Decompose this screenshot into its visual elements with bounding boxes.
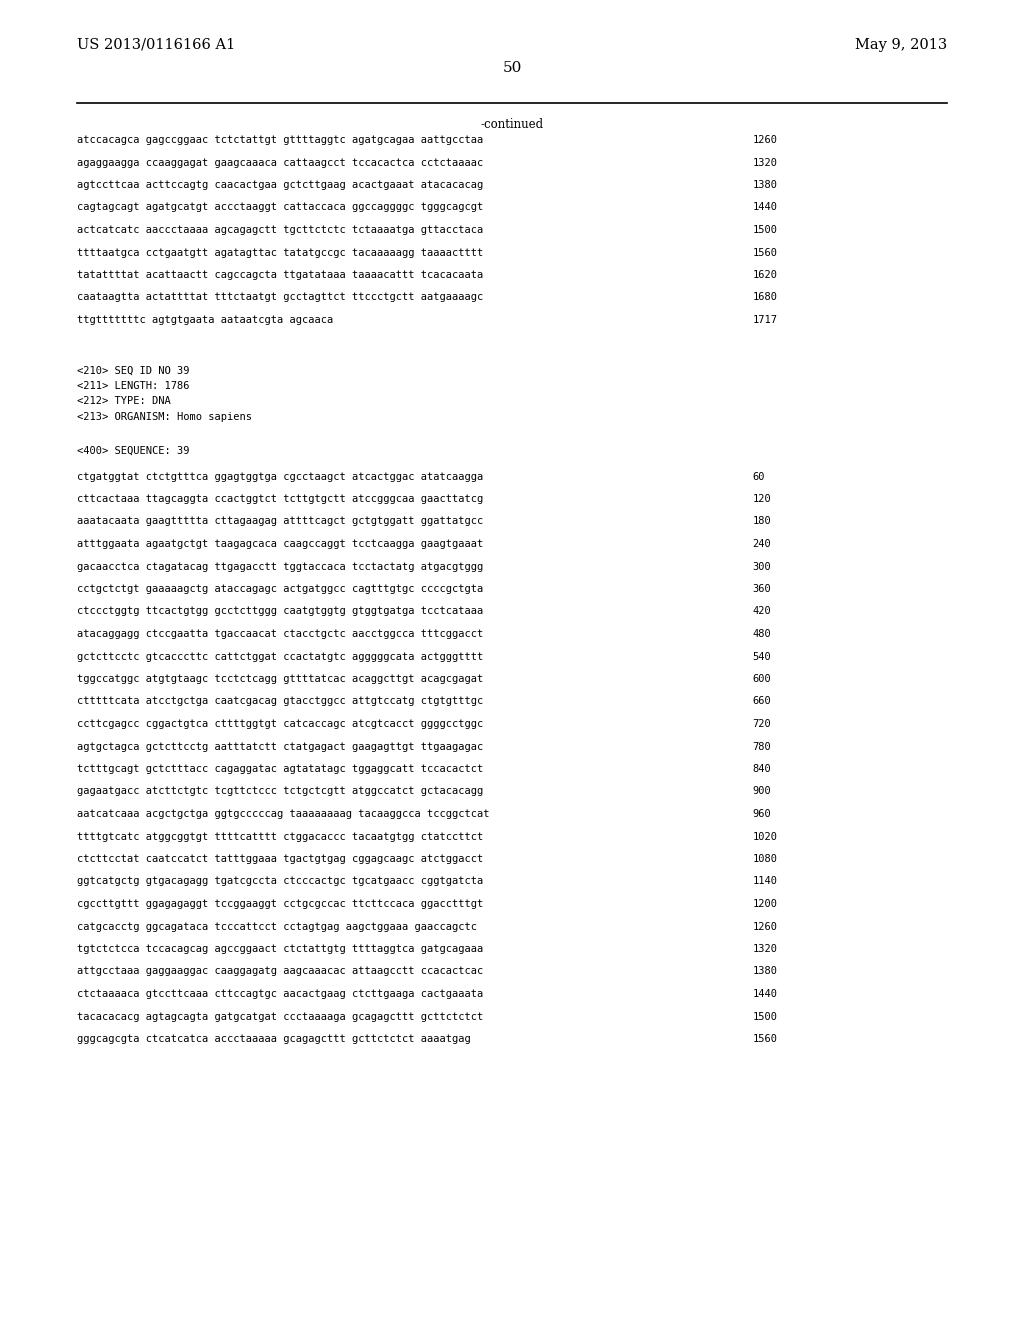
Text: actcatcatc aaccctaaaa agcagagctt tgcttctctc tctaaaatga gttacctaca: actcatcatc aaccctaaaa agcagagctt tgcttct… <box>77 224 483 235</box>
Text: ttttaatgca cctgaatgtt agatagttac tatatgccgc tacaaaaagg taaaactttt: ttttaatgca cctgaatgtt agatagttac tatatgc… <box>77 248 483 257</box>
Text: cgccttgttt ggagagaggt tccggaaggt cctgcgccac ttcttccaca ggacctttgt: cgccttgttt ggagagaggt tccggaaggt cctgcgc… <box>77 899 483 909</box>
Text: 1260: 1260 <box>753 135 777 145</box>
Text: 1560: 1560 <box>753 1034 777 1044</box>
Text: 50: 50 <box>503 61 521 75</box>
Text: ctttttcata atcctgctga caatcgacag gtacctggcc attgtccatg ctgtgtttgc: ctttttcata atcctgctga caatcgacag gtacctg… <box>77 697 483 706</box>
Text: <212> TYPE: DNA: <212> TYPE: DNA <box>77 396 171 407</box>
Text: 1380: 1380 <box>753 180 777 190</box>
Text: gagaatgacc atcttctgtc tcgttctccc tctgctcgtt atggccatct gctacacagg: gagaatgacc atcttctgtc tcgttctccc tctgctc… <box>77 787 483 796</box>
Text: ttttgtcatc atggcggtgt ttttcatttt ctggacaccc tacaatgtgg ctatccttct: ttttgtcatc atggcggtgt ttttcatttt ctggaca… <box>77 832 483 842</box>
Text: atccacagca gagccggaac tctctattgt gttttaggtc agatgcagaa aattgcctaa: atccacagca gagccggaac tctctattgt gttttag… <box>77 135 483 145</box>
Text: ggtcatgctg gtgacagagg tgatcgccta ctcccactgc tgcatgaacc cggtgatcta: ggtcatgctg gtgacagagg tgatcgccta ctcccac… <box>77 876 483 887</box>
Text: atttggaata agaatgctgt taagagcaca caagccaggt tcctcaagga gaagtgaaat: atttggaata agaatgctgt taagagcaca caagcca… <box>77 539 483 549</box>
Text: agtccttcaa acttccagtg caacactgaa gctcttgaag acactgaaat atacacacag: agtccttcaa acttccagtg caacactgaa gctcttg… <box>77 180 483 190</box>
Text: caataagtta actattttat tttctaatgt gcctagttct ttccctgctt aatgaaaagc: caataagtta actattttat tttctaatgt gcctagt… <box>77 293 483 302</box>
Text: aaatacaata gaagttttta cttagaagag attttcagct gctgtggatt ggattatgcc: aaatacaata gaagttttta cttagaagag attttca… <box>77 516 483 527</box>
Text: cctgctctgt gaaaaagctg ataccagagc actgatggcc cagtttgtgc ccccgctgta: cctgctctgt gaaaaagctg ataccagagc actgatg… <box>77 583 483 594</box>
Text: 900: 900 <box>753 787 771 796</box>
Text: 1320: 1320 <box>753 944 777 954</box>
Text: 1560: 1560 <box>753 248 777 257</box>
Text: tctttgcagt gctctttacc cagaggatac agtatatagc tggaggcatt tccacactct: tctttgcagt gctctttacc cagaggatac agtatat… <box>77 764 483 774</box>
Text: -continued: -continued <box>480 117 544 131</box>
Text: 1380: 1380 <box>753 966 777 977</box>
Text: 1500: 1500 <box>753 1011 777 1022</box>
Text: tatattttat acattaactt cagccagcta ttgatataaa taaaacattt tcacacaata: tatattttat acattaactt cagccagcta ttgatat… <box>77 271 483 280</box>
Text: 240: 240 <box>753 539 771 549</box>
Text: 660: 660 <box>753 697 771 706</box>
Text: 420: 420 <box>753 606 771 616</box>
Text: 1440: 1440 <box>753 202 777 213</box>
Text: gctcttcctc gtcacccttc cattctggat ccactatgtc agggggcata actgggtttt: gctcttcctc gtcacccttc cattctggat ccactat… <box>77 652 483 661</box>
Text: 540: 540 <box>753 652 771 661</box>
Text: 360: 360 <box>753 583 771 594</box>
Text: ctcttcctat caatccatct tatttggaaa tgactgtgag cggagcaagc atctggacct: ctcttcctat caatccatct tatttggaaa tgactgt… <box>77 854 483 865</box>
Text: aatcatcaaa acgctgctga ggtgcccccag taaaaaaaag tacaaggcca tccggctcat: aatcatcaaa acgctgctga ggtgcccccag taaaaa… <box>77 809 489 818</box>
Text: US 2013/0116166 A1: US 2013/0116166 A1 <box>77 38 236 51</box>
Text: 960: 960 <box>753 809 771 818</box>
Text: ccttcgagcc cggactgtca cttttggtgt catcaccagc atcgtcacct ggggcctggc: ccttcgagcc cggactgtca cttttggtgt catcacc… <box>77 719 483 729</box>
Text: gacaacctca ctagatacag ttgagacctt tggtaccaca tcctactatg atgacgtggg: gacaacctca ctagatacag ttgagacctt tggtacc… <box>77 561 483 572</box>
Text: 600: 600 <box>753 675 771 684</box>
Text: gggcagcgta ctcatcatca accctaaaaa gcagagcttt gcttctctct aaaatgag: gggcagcgta ctcatcatca accctaaaaa gcagagc… <box>77 1034 471 1044</box>
Text: catgcacctg ggcagataca tcccattcct cctagtgag aagctggaaa gaaccagctc: catgcacctg ggcagataca tcccattcct cctagtg… <box>77 921 477 932</box>
Text: 1680: 1680 <box>753 293 777 302</box>
Text: 780: 780 <box>753 742 771 751</box>
Text: 1440: 1440 <box>753 989 777 999</box>
Text: 1620: 1620 <box>753 271 777 280</box>
Text: cagtagcagt agatgcatgt accctaaggt cattaccaca ggccaggggc tgggcagcgt: cagtagcagt agatgcatgt accctaaggt cattacc… <box>77 202 483 213</box>
Text: tgtctctcca tccacagcag agccggaact ctctattgtg ttttaggtca gatgcagaaa: tgtctctcca tccacagcag agccggaact ctctatt… <box>77 944 483 954</box>
Text: <211> LENGTH: 1786: <211> LENGTH: 1786 <box>77 381 189 391</box>
Text: 180: 180 <box>753 516 771 527</box>
Text: ttgtttttttc agtgtgaata aataatcgta agcaaca: ttgtttttttc agtgtgaata aataatcgta agcaac… <box>77 315 333 325</box>
Text: atacaggagg ctccgaatta tgaccaacat ctacctgctc aacctggcca tttcggacct: atacaggagg ctccgaatta tgaccaacat ctacctg… <box>77 630 483 639</box>
Text: 120: 120 <box>753 494 771 504</box>
Text: 1500: 1500 <box>753 224 777 235</box>
Text: cttcactaaa ttagcaggta ccactggtct tcttgtgctt atccgggcaa gaacttatcg: cttcactaaa ttagcaggta ccactggtct tcttgtg… <box>77 494 483 504</box>
Text: 1200: 1200 <box>753 899 777 909</box>
Text: ctccctggtg ttcactgtgg gcctcttggg caatgtggtg gtggtgatga tcctcataaa: ctccctggtg ttcactgtgg gcctcttggg caatgtg… <box>77 606 483 616</box>
Text: tacacacacg agtagcagta gatgcatgat ccctaaaaga gcagagcttt gcttctctct: tacacacacg agtagcagta gatgcatgat ccctaaa… <box>77 1011 483 1022</box>
Text: ctctaaaaca gtccttcaaa cttccagtgc aacactgaag ctcttgaaga cactgaaata: ctctaaaaca gtccttcaaa cttccagtgc aacactg… <box>77 989 483 999</box>
Text: agtgctagca gctcttcctg aatttatctt ctatgagact gaagagttgt ttgaagagac: agtgctagca gctcttcctg aatttatctt ctatgag… <box>77 742 483 751</box>
Text: tggccatggc atgtgtaagc tcctctcagg gttttatcac acaggcttgt acagcgagat: tggccatggc atgtgtaagc tcctctcagg gttttat… <box>77 675 483 684</box>
Text: attgcctaaa gaggaaggac caaggagatg aagcaaacac attaagcctt ccacactcac: attgcctaaa gaggaaggac caaggagatg aagcaaa… <box>77 966 483 977</box>
Text: 840: 840 <box>753 764 771 774</box>
Text: <210> SEQ ID NO 39: <210> SEQ ID NO 39 <box>77 366 189 375</box>
Text: 720: 720 <box>753 719 771 729</box>
Text: 1320: 1320 <box>753 157 777 168</box>
Text: <400> SEQUENCE: 39: <400> SEQUENCE: 39 <box>77 446 189 455</box>
Text: agaggaagga ccaaggagat gaagcaaaca cattaagcct tccacactca cctctaaaac: agaggaagga ccaaggagat gaagcaaaca cattaag… <box>77 157 483 168</box>
Text: <213> ORGANISM: Homo sapiens: <213> ORGANISM: Homo sapiens <box>77 412 252 422</box>
Text: 1260: 1260 <box>753 921 777 932</box>
Text: 1020: 1020 <box>753 832 777 842</box>
Text: 480: 480 <box>753 630 771 639</box>
Text: 60: 60 <box>753 471 765 482</box>
Text: 1080: 1080 <box>753 854 777 865</box>
Text: 1140: 1140 <box>753 876 777 887</box>
Text: 1717: 1717 <box>753 315 777 325</box>
Text: 300: 300 <box>753 561 771 572</box>
Text: May 9, 2013: May 9, 2013 <box>855 38 947 51</box>
Text: ctgatggtat ctctgtttca ggagtggtga cgcctaagct atcactggac atatcaagga: ctgatggtat ctctgtttca ggagtggtga cgcctaa… <box>77 471 483 482</box>
